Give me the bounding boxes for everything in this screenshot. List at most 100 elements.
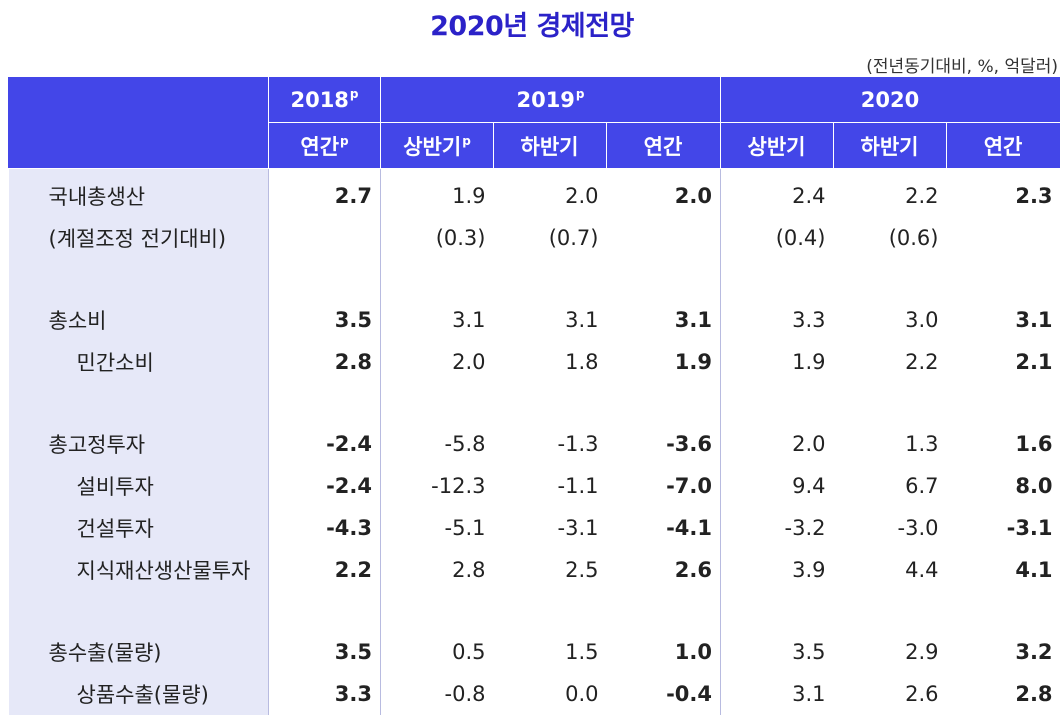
table-cell: -5.8 (380, 423, 494, 465)
spacer-row (8, 591, 1061, 631)
table-cell: -3.2 (720, 507, 834, 549)
table-cell: -0.8 (380, 673, 494, 715)
table-cell: 2.2 (268, 549, 381, 591)
table-cell: -4.1 (606, 507, 721, 549)
table-cell: 1.0 (606, 631, 721, 673)
table-cell: -4.3 (268, 507, 381, 549)
table-cell: 1.9 (606, 341, 721, 383)
header-year-2019: 2019p (380, 76, 721, 123)
table-cell: 3.1 (606, 299, 721, 341)
table-row: 지식재산생산물투자 2.2 2.8 2.5 2.6 3.9 4.4 4.1 (8, 549, 1061, 591)
table-cell: 1.3 (833, 423, 947, 465)
table-row: 민간소비 2.8 2.0 1.8 1.9 1.9 2.2 2.1 (8, 341, 1061, 383)
table-row: 총고정투자 -2.4 -5.8 -1.3 -3.6 2.0 1.3 1.6 (8, 423, 1061, 465)
table-cell: 3.2 (946, 631, 1061, 673)
row-label: 설비투자 (8, 465, 269, 507)
table-cell: 1.9 (720, 341, 834, 383)
row-label: 건설투자 (8, 507, 269, 549)
table-cell (606, 217, 721, 259)
table-cell: -3.1 (946, 507, 1061, 549)
header-row-periods: 연간p 상반기p 하반기 연간 상반기 하반기 연간 (9, 122, 1062, 169)
spacer-row (8, 383, 1061, 423)
table-cell: 0.5 (380, 631, 494, 673)
header-period: 상반기p (380, 122, 494, 169)
table-cell: 3.1 (946, 299, 1061, 341)
table-cell: 1.6 (946, 423, 1061, 465)
table-cell: -3.6 (606, 423, 721, 465)
table-cell: 8.0 (946, 465, 1061, 507)
table-cell: 2.2 (833, 341, 947, 383)
spacer-row (8, 259, 1061, 299)
table-cell: -1.3 (493, 423, 607, 465)
table-cell: 3.0 (833, 299, 947, 341)
table-cell: 2.0 (380, 341, 494, 383)
table-cell (946, 217, 1061, 259)
table-cell: 2.6 (606, 549, 721, 591)
table-cell: 2.0 (720, 423, 834, 465)
table-cell: 2.8 (946, 673, 1061, 715)
header-corner (8, 76, 269, 169)
table-cell: 2.9 (833, 631, 947, 673)
table-cell: -2.4 (268, 423, 381, 465)
table-cell: 1.9 (380, 168, 494, 217)
table-cell: 2.6 (833, 673, 947, 715)
table-cell: 2.3 (946, 168, 1061, 217)
header-period: 연간p (268, 122, 381, 169)
row-label: 지식재산생산물투자 (8, 549, 269, 591)
header-year-2018: 2018p (268, 76, 381, 123)
table-cell: 2.8 (380, 549, 494, 591)
row-label: 총고정투자 (8, 423, 269, 465)
table-cell: 3.5 (720, 631, 834, 673)
table-cell: 0.0 (493, 673, 607, 715)
table-cell: -2.4 (268, 465, 381, 507)
table-cell: 1.8 (493, 341, 607, 383)
table-cell: -3.1 (493, 507, 607, 549)
header-period: 연간 (945, 122, 1062, 169)
row-label: 민간소비 (8, 341, 269, 383)
forecast-table: 2018p 2019p 2020 연간p 상반기p 하반기 연간 상반기 하반기… (8, 76, 1062, 715)
table-cell: 2.5 (493, 549, 607, 591)
table-cell: 3.3 (268, 673, 381, 715)
header-period: 하반기 (833, 122, 947, 169)
table-cell: 6.7 (833, 465, 947, 507)
row-label: (계절조정 전기대비) (8, 217, 269, 259)
table-cell: (0.7) (493, 217, 607, 259)
table-cell: -0.4 (606, 673, 721, 715)
row-label: 총소비 (8, 299, 269, 341)
table-row: 건설투자 -4.3 -5.1 -3.1 -4.1 -3.2 -3.0 -3.1 (8, 507, 1061, 549)
unit-note: (전년동기대비, %, 억달러) (866, 57, 1058, 77)
row-label: 총수출(물량) (8, 631, 269, 673)
table-row: (계절조정 전기대비) (0.3) (0.7) (0.4) (0.6) (8, 217, 1061, 259)
table-cell: -7.0 (606, 465, 721, 507)
page-title: 2020년 경제전망 (430, 11, 634, 42)
table-cell: 2.0 (606, 168, 721, 217)
table-row: 총소비 3.5 3.1 3.1 3.1 3.3 3.0 3.1 (8, 299, 1061, 341)
table-cell: -3.0 (833, 507, 947, 549)
table-cell: 3.1 (720, 673, 834, 715)
header-period: 하반기 (493, 122, 607, 169)
table-row: 상품수출(물량) 3.3 -0.8 0.0 -0.4 3.1 2.6 2.8 (8, 673, 1061, 715)
header-row-years: 2018p 2019p 2020 (8, 76, 1062, 169)
table-cell: (0.6) (833, 217, 947, 259)
header-year-2020: 2020 (719, 76, 1062, 123)
table-cell: 3.5 (268, 299, 381, 341)
table-cell: 3.3 (720, 299, 834, 341)
table-cell: 2.2 (833, 168, 947, 217)
table-row: 설비투자 -2.4 -12.3 -1.1 -7.0 9.4 6.7 8.0 (8, 465, 1061, 507)
table-row: 국내총생산 2.7 1.9 2.0 2.0 2.4 2.2 2.3 (8, 168, 1061, 217)
row-label: 국내총생산 (8, 168, 269, 217)
header-period: 상반기 (720, 122, 834, 169)
table-cell (268, 217, 381, 259)
row-label: 상품수출(물량) (8, 673, 269, 715)
table-cell: -1.1 (493, 465, 607, 507)
table-cell: 3.5 (268, 631, 381, 673)
table-cell: (0.4) (720, 217, 834, 259)
table-cell: 2.4 (720, 168, 834, 217)
table-cell: 3.1 (493, 299, 607, 341)
table-cell: 9.4 (720, 465, 834, 507)
table-cell: 2.0 (493, 168, 607, 217)
table-cell: 2.8 (268, 341, 381, 383)
table-cell: 1.5 (493, 631, 607, 673)
table-cell: -5.1 (380, 507, 494, 549)
table-cell: 3.9 (720, 549, 834, 591)
